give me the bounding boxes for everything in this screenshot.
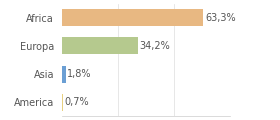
Bar xyxy=(62,94,63,111)
Text: 0,7%: 0,7% xyxy=(65,97,89,107)
Text: 63,3%: 63,3% xyxy=(205,13,235,23)
Bar xyxy=(62,37,138,54)
Text: 34,2%: 34,2% xyxy=(140,41,171,51)
Text: 1,8%: 1,8% xyxy=(67,69,92,79)
Bar xyxy=(62,9,203,26)
Bar xyxy=(62,66,66,83)
